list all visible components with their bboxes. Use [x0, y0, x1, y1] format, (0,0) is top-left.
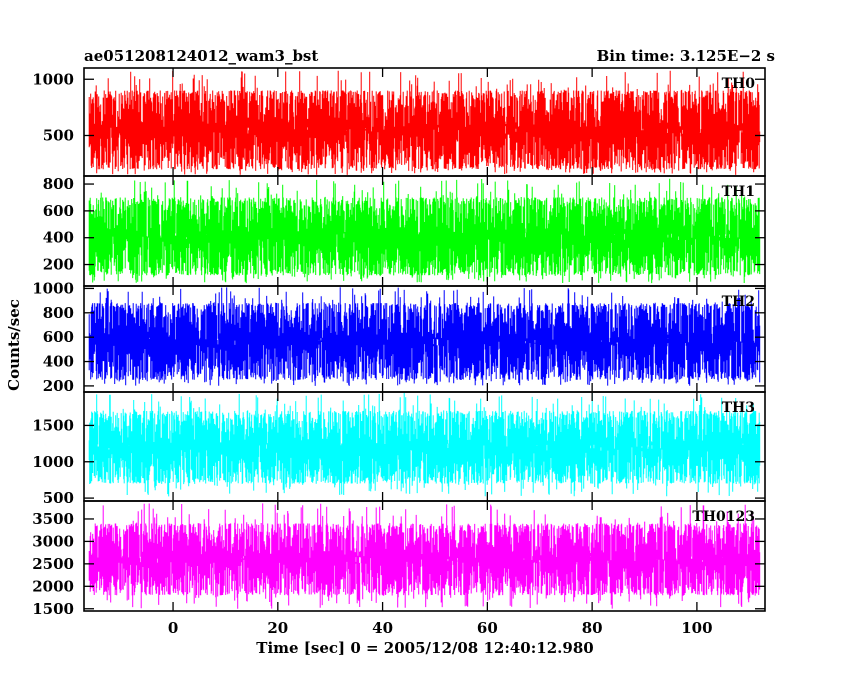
x-tick-label: 0 [168, 619, 178, 637]
y-tick-label: 1000 [32, 70, 74, 88]
series-line-th0 [88, 70, 761, 175]
y-tick-label: 400 [43, 229, 74, 247]
x-tick-label: 100 [681, 619, 712, 637]
panel-label: TH1 [722, 184, 755, 200]
series-line-th2 [88, 287, 761, 386]
y-tick-label: 800 [43, 175, 74, 193]
panel-label: TH0123 [692, 509, 755, 525]
y-tick-label: 500 [43, 127, 74, 145]
panels: 500 1000 TH0 200 400 600 800 TH1 200 400 600 800 100… [32, 67, 766, 618]
y-tick-label: 400 [43, 353, 74, 371]
x-tick-label: 60 [477, 619, 498, 637]
x-tick-label: 80 [582, 619, 603, 637]
panel-label: TH3 [722, 400, 755, 416]
x-axis: 0 20 40 60 80 100 [168, 619, 713, 637]
panel-th1: 200 400 600 800 TH1 [43, 175, 766, 287]
y-tick-label: 1000 [32, 279, 74, 297]
y-tick-label: 3500 [32, 510, 74, 528]
panel-frame [83, 500, 766, 612]
y-tick-label: 2500 [32, 555, 74, 573]
y-tick-label: 600 [43, 202, 74, 220]
series-line-th3 [88, 392, 761, 497]
series-line-th0123 [88, 503, 761, 609]
bin-time-label: Bin time: 3.125E−2 s [597, 47, 775, 65]
y-tick-label: 800 [43, 304, 74, 322]
y-axis-label: Counts/sec [5, 299, 23, 391]
x-tick-label: 20 [267, 619, 288, 637]
y-tick-label: 3000 [32, 532, 74, 550]
x-axis-label: Time [sec] 0 = 2005/12/08 12:40:12.980 [256, 639, 593, 657]
y-tick-label: 200 [43, 377, 74, 395]
y-tick-label: 1500 [32, 600, 74, 618]
panel-label: TH2 [722, 294, 755, 310]
x-tick-label: 40 [372, 619, 393, 637]
y-tick-label: 2000 [32, 577, 74, 595]
y-tick-label: 1000 [32, 453, 74, 471]
panel-th0123: 1500 2000 2500 3000 3500 TH0123 [32, 500, 766, 618]
series-line-th1 [88, 178, 761, 284]
y-tick-label: 500 [43, 489, 74, 507]
y-tick-label: 600 [43, 328, 74, 346]
panel-th0: 500 1000 TH0 [32, 67, 766, 177]
y-tick-label: 200 [43, 256, 74, 274]
panel-label: TH0 [722, 76, 756, 92]
panel-th3: 500 1000 1500 TH3 [32, 391, 766, 507]
chart-title: ae051208124012_wam3_bst [84, 47, 318, 65]
panel-th2: 200 400 600 800 1000 TH2 [32, 279, 766, 395]
y-tick-label: 1500 [32, 416, 74, 434]
